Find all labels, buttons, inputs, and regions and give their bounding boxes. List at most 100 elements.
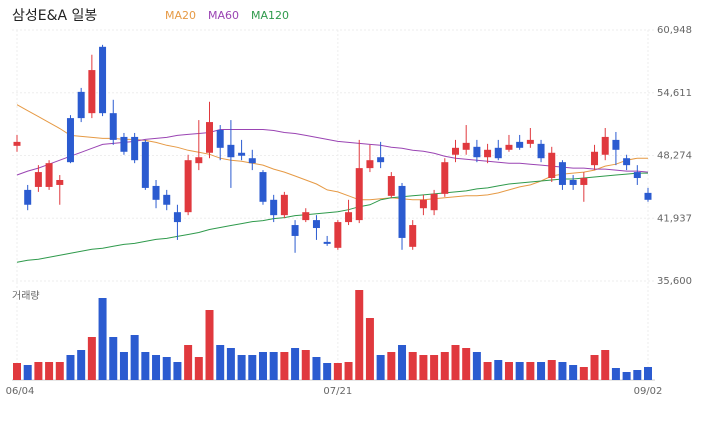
candle-body: [56, 179, 64, 185]
y-tick-label: 54,611: [657, 88, 692, 99]
legend-label: MA120: [251, 9, 289, 22]
volume-bar: [569, 365, 578, 380]
volume-bar: [558, 362, 567, 380]
volume-bar: [398, 345, 407, 380]
volume-bar: [472, 352, 481, 380]
candle-body: [612, 139, 620, 150]
candle-body: [462, 142, 470, 150]
volume-bar: [173, 362, 182, 380]
candle-body: [227, 144, 235, 158]
volume-bar: [109, 337, 118, 380]
candle-body: [473, 146, 481, 158]
candle-body: [206, 122, 214, 153]
candle-body: [45, 163, 53, 187]
volume-bar: [419, 355, 428, 380]
volume-bar: [333, 363, 342, 380]
candle-body: [270, 199, 278, 216]
candle-body: [259, 172, 267, 202]
x-tick-label: 09/02: [634, 386, 663, 397]
candle-body: [77, 91, 85, 119]
candle-body: [419, 199, 427, 209]
x-tick-label: 06/04: [6, 386, 35, 397]
y-tick-label: 48,274: [657, 151, 692, 162]
volume-bar: [301, 350, 310, 380]
candle-body: [312, 220, 320, 229]
volume-bar: [376, 355, 385, 380]
candle-body: [580, 178, 588, 185]
volume-label: 거래량: [12, 290, 40, 302]
volume-bar: [365, 318, 374, 380]
volume-bar: [547, 360, 556, 380]
candle-body: [387, 176, 395, 196]
volume-bar: [355, 290, 364, 380]
candle-body: [591, 151, 599, 166]
volume-bar: [590, 355, 599, 380]
volume-bar: [194, 357, 203, 380]
candle-body: [291, 225, 299, 236]
candle-body: [323, 241, 331, 244]
volume-bar: [526, 362, 535, 380]
volume-bar: [34, 362, 43, 380]
candle-body: [302, 212, 310, 221]
candle-body: [131, 136, 139, 161]
chart-title: 삼성E&A 일봉: [12, 8, 97, 24]
volume-bar: [280, 352, 289, 380]
candle-body: [152, 185, 160, 200]
volume-bar: [462, 348, 471, 380]
volume-bar: [537, 362, 546, 380]
volume-bar: [633, 370, 642, 380]
candle-body: [377, 157, 385, 163]
candle-body: [280, 194, 288, 216]
volume-bar: [323, 363, 332, 380]
volume-bar: [387, 352, 396, 380]
volume-bar: [430, 355, 439, 380]
volume-bar: [344, 362, 353, 380]
candle-body: [601, 136, 609, 155]
volume-bar: [77, 350, 86, 380]
volume-bar: [611, 368, 620, 380]
candle-body: [184, 160, 192, 213]
volume-bar: [162, 357, 171, 380]
candle-body: [120, 136, 128, 152]
candle-body: [494, 147, 502, 159]
volume-bar: [87, 337, 96, 380]
volume-bar: [141, 352, 150, 380]
candle-body: [569, 179, 577, 185]
candle-body: [109, 113, 117, 140]
volume-bar: [23, 365, 32, 380]
candle-body: [484, 149, 492, 158]
volume-bar: [440, 352, 449, 380]
volume-bar: [248, 355, 257, 380]
volume-bar: [258, 352, 267, 380]
volume-bar: [269, 352, 278, 380]
candle-body: [141, 141, 149, 188]
candle-body: [13, 141, 21, 146]
volume-bar: [216, 345, 225, 380]
volume-bar: [152, 355, 161, 380]
candle-body: [216, 129, 224, 148]
volume-bar: [494, 360, 503, 380]
candle-body: [623, 158, 631, 166]
volume-bar: [483, 362, 492, 380]
volume-bar: [515, 362, 524, 380]
volume-bar: [579, 367, 588, 380]
candle-body: [548, 152, 556, 179]
ma-line: [16, 172, 648, 263]
candle-body: [537, 143, 545, 159]
candle-body: [34, 172, 42, 187]
candle-body: [334, 222, 342, 248]
volume-bar: [312, 357, 321, 380]
candle-body: [173, 212, 181, 223]
candle-body: [195, 157, 203, 164]
y-tick-label: 60,948: [657, 25, 692, 36]
candle-body: [516, 141, 524, 148]
candle-body: [345, 212, 353, 223]
candle-body: [505, 144, 513, 150]
candle-body: [430, 193, 438, 211]
y-tick-label: 41,937: [657, 213, 692, 224]
candle-body: [99, 46, 107, 114]
volume-bar: [45, 362, 54, 380]
volume-bar: [451, 345, 460, 380]
volume-bar: [644, 367, 652, 380]
volume-bar: [622, 372, 631, 380]
